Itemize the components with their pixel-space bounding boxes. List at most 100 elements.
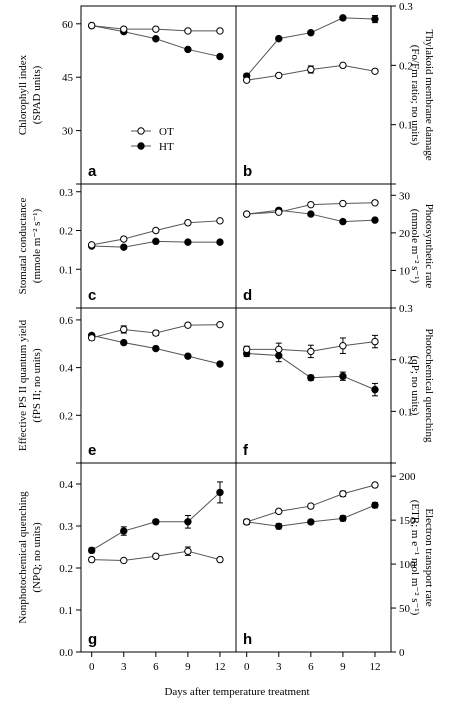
panel-letter: a [88,163,97,180]
data-point-ht [184,352,192,360]
y-tick-label: 50 [399,603,411,615]
panel-a: 30 45 60 Chlorophyll index (SPAD units) a OT HT [17,5,237,185]
data-point-ot [275,71,283,80]
y-axis-title: Photosynthetic rate(mmole m⁻² s⁻¹) [409,204,435,289]
y-tick-label: 200 [399,471,416,483]
data-point-ot [216,27,224,35]
data-point-ht [339,14,347,22]
y-tick-label: 0.3 [399,1,413,13]
panel-letter: b [243,163,252,180]
y-tick-label: 150 [399,515,416,527]
data-point-ot [242,518,251,526]
data-point-ot [371,337,379,346]
x-axis-title: Days after temperature treatment [164,686,309,698]
y-tick-label: 0.6 [59,315,73,327]
data-point-ot [120,25,128,33]
data-point-ot [216,217,224,225]
y-tick-label: 0.2 [59,410,73,422]
x-tick-label: 12 [369,661,380,673]
data-point-ht [152,344,160,353]
data-point-ht [152,35,160,43]
data-point-ot [371,481,379,489]
data-point-ht [184,238,192,246]
data-point-ht [216,360,224,368]
y-axis-title: Chlorophyll index (SPAD units) [17,54,43,135]
data-point-ht [216,52,224,61]
data-point-ot [307,65,315,74]
data-point-ot [339,342,347,350]
panel-g: 0.0 0.1 0.2 0.3 0.4 0 3 6 9 12 Nonphotochemical qu… [17,462,237,673]
y-axis-title-line: Electron transport rate [423,508,435,606]
data-point-ot [216,320,224,329]
data-point-ot [339,490,347,498]
y-axis-title: Photochemical quenching(qP; no units) [409,329,435,443]
data-point-ot [242,210,251,218]
y-tick-label: 0.2 [59,226,73,238]
data-point-ht [184,45,192,54]
data-point-ot [184,547,192,555]
y-axis-title-line: (fPS II; no units) [31,348,43,423]
y-axis-title-line: Nonphotochemical quenching [17,491,29,624]
data-point-ot [339,199,347,208]
data-point-ht [371,216,379,224]
y-axis-title: Stomatal conductance (mmole m⁻² s⁻¹) [17,197,43,294]
data-point-ot [275,345,283,354]
x-tick-label: 3 [276,661,282,673]
data-point-ot [275,208,283,216]
panel-letter: e [88,442,96,459]
data-point-ht [152,237,160,246]
y-tick-label: 0.3 [59,521,73,533]
data-point-ht [307,518,315,526]
y-tick-label: 30 [399,190,411,202]
data-point-ot [307,200,315,209]
data-point-ot [216,555,224,564]
data-point-ot [307,502,315,510]
y-tick-label: 0.0 [59,647,73,659]
data-point-ot [152,329,160,337]
data-point-ot [87,334,96,342]
data-point-ot [184,321,192,329]
x-tick-label: 6 [308,661,314,673]
panel-letter: c [88,287,96,304]
y-tick-label: 0.1 [59,264,73,276]
data-point-ot [242,345,251,354]
y-tick-label: 100 [399,559,416,571]
data-point-ot [120,235,128,243]
x-tick-label: 9 [185,661,191,673]
data-point-ot [275,507,283,516]
data-point-ht [216,238,224,246]
data-point-ot [307,347,315,356]
y-tick-label: 0.3 [59,187,73,199]
y-tick-label: 0.2 [59,563,73,575]
panel-f: 0.1 0.2 0.3 Photochemical quenching(qP; no … [235,303,435,464]
data-point-ot [339,61,347,70]
x-tick-label: 3 [121,661,127,673]
data-point-ht [216,488,224,497]
panel-letter: h [243,631,252,648]
y-tick-label: 0.1 [399,406,413,418]
legend-marker [137,142,145,150]
data-point-ot [152,25,160,33]
data-point-ht [339,372,347,380]
panel-frame [80,5,237,185]
y-axis-title: Nonphotochemical quenching (NPQ; no units… [17,491,43,624]
data-point-ht [275,34,283,43]
y-axis-title-line: (mmole m⁻² s⁻¹) [409,209,421,284]
y-axis-title-line: Effective PS II quantum yield [17,319,29,451]
data-point-ot [152,552,160,560]
y-tick-label: 0.4 [59,363,73,375]
data-point-ot [184,219,192,227]
panel-letter: g [88,631,97,648]
y-tick-label: 45 [62,72,74,84]
data-point-ot [242,76,251,84]
data-point-ot [371,199,379,207]
y-axis-title-line: (NPQ; no units) [31,522,43,593]
y-axis-title-line: (qP; no units) [409,356,421,416]
y-axis-title-line: (ETR; m e⁻¹ mol m⁻² s⁻¹) [409,500,421,616]
y-axis-title-line: (mmole m⁻² s⁻¹) [31,208,43,283]
x-tick-label: 6 [153,661,159,673]
y-axis-title-line: Stomatal conductance [17,197,29,294]
data-point-ot [120,556,128,565]
y-axis-title: Electron transport rate(ETR; m e⁻¹ mol m… [409,500,435,616]
